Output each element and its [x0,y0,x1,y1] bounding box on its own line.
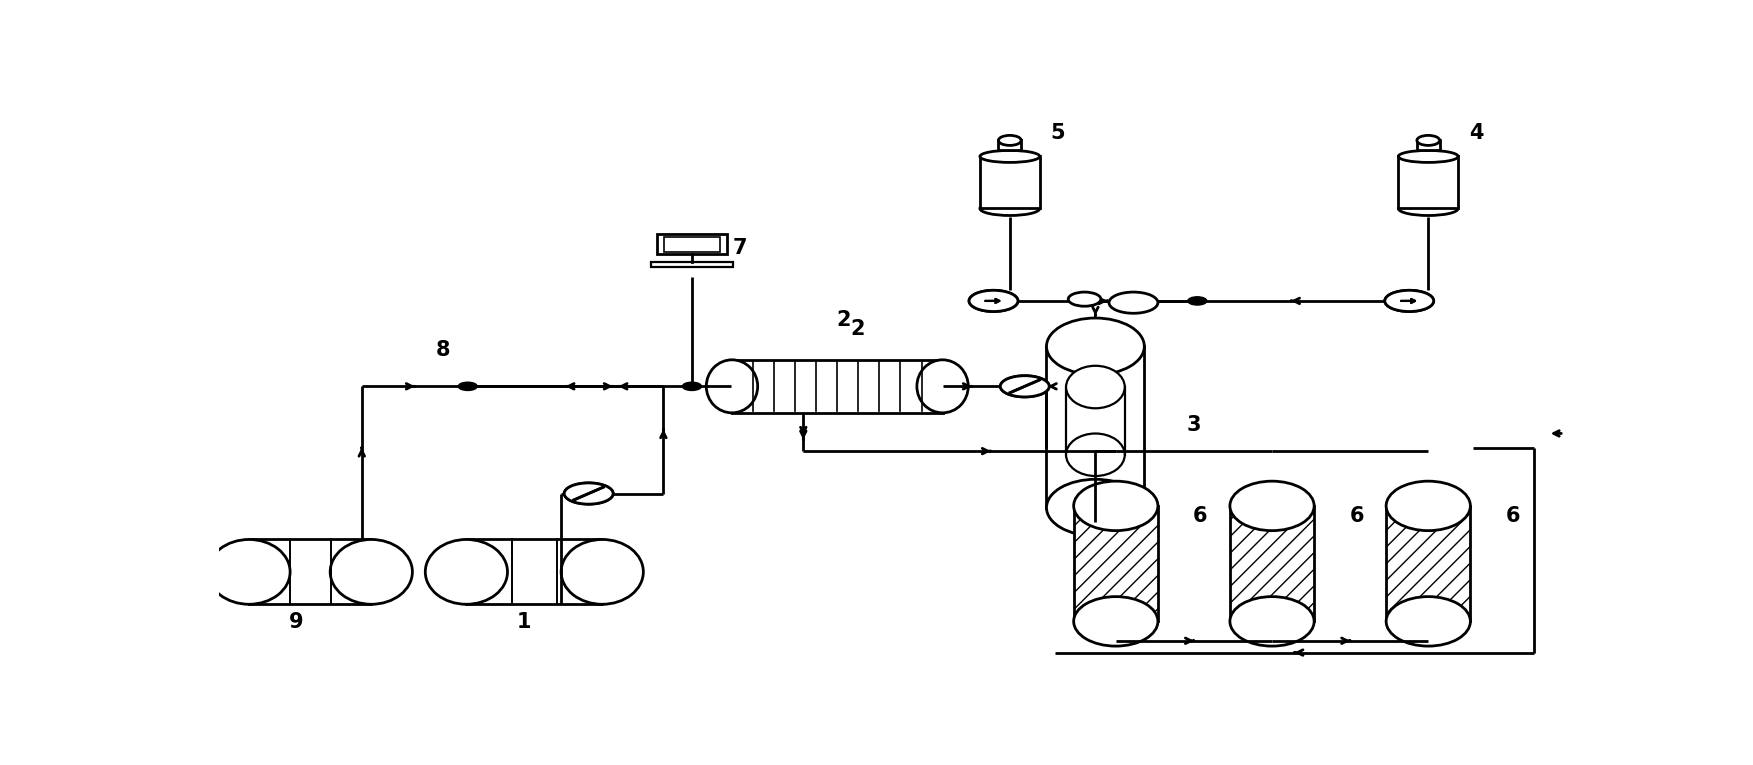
Text: 1: 1 [515,612,531,632]
Ellipse shape [980,201,1040,216]
Ellipse shape [1066,434,1125,476]
Ellipse shape [1387,481,1471,531]
Circle shape [1189,297,1206,305]
Text: 3: 3 [1187,415,1201,435]
Ellipse shape [1047,318,1145,375]
Bar [466,539,603,604]
Circle shape [1110,292,1159,314]
Bar [980,156,1040,209]
Text: 6: 6 [1506,506,1520,526]
Ellipse shape [330,539,412,604]
Circle shape [564,483,614,504]
Circle shape [458,382,477,390]
Ellipse shape [706,360,757,413]
Ellipse shape [1047,480,1145,536]
Circle shape [1001,376,1050,397]
Ellipse shape [980,151,1040,162]
Text: 2: 2 [836,311,852,330]
Bar [1047,347,1145,508]
Ellipse shape [1231,481,1315,531]
Text: 9: 9 [289,612,303,632]
Ellipse shape [561,539,643,604]
Circle shape [1385,290,1434,311]
Bar [664,237,720,252]
Circle shape [969,290,1018,311]
Bar [1073,506,1159,621]
Ellipse shape [1066,366,1125,409]
Bar [1066,387,1125,454]
Ellipse shape [1073,481,1159,531]
Bar [657,233,727,253]
Ellipse shape [209,539,289,604]
Ellipse shape [1387,597,1471,646]
Text: 7: 7 [733,238,747,258]
Text: 2: 2 [850,318,866,339]
Text: 6: 6 [1350,506,1364,526]
Text: 8: 8 [436,340,451,360]
Circle shape [969,290,1018,311]
Ellipse shape [1399,201,1458,216]
Ellipse shape [1416,135,1439,145]
Bar [1387,506,1471,621]
Text: 6: 6 [1194,506,1208,526]
Ellipse shape [1231,597,1315,646]
Ellipse shape [999,135,1022,145]
Circle shape [1385,290,1434,311]
Bar [1399,156,1458,209]
Ellipse shape [917,360,968,413]
Bar [999,141,1022,151]
Circle shape [1001,376,1050,397]
Ellipse shape [1399,151,1458,162]
Circle shape [564,483,614,504]
Bar [652,262,733,267]
Ellipse shape [426,539,507,604]
Bar [1231,506,1315,621]
Text: 4: 4 [1469,123,1483,143]
Bar [733,360,943,413]
Text: 5: 5 [1050,123,1066,143]
Ellipse shape [1073,597,1159,646]
Circle shape [1068,292,1101,306]
Bar [1416,141,1439,151]
Bar [249,539,372,604]
Circle shape [682,382,701,390]
